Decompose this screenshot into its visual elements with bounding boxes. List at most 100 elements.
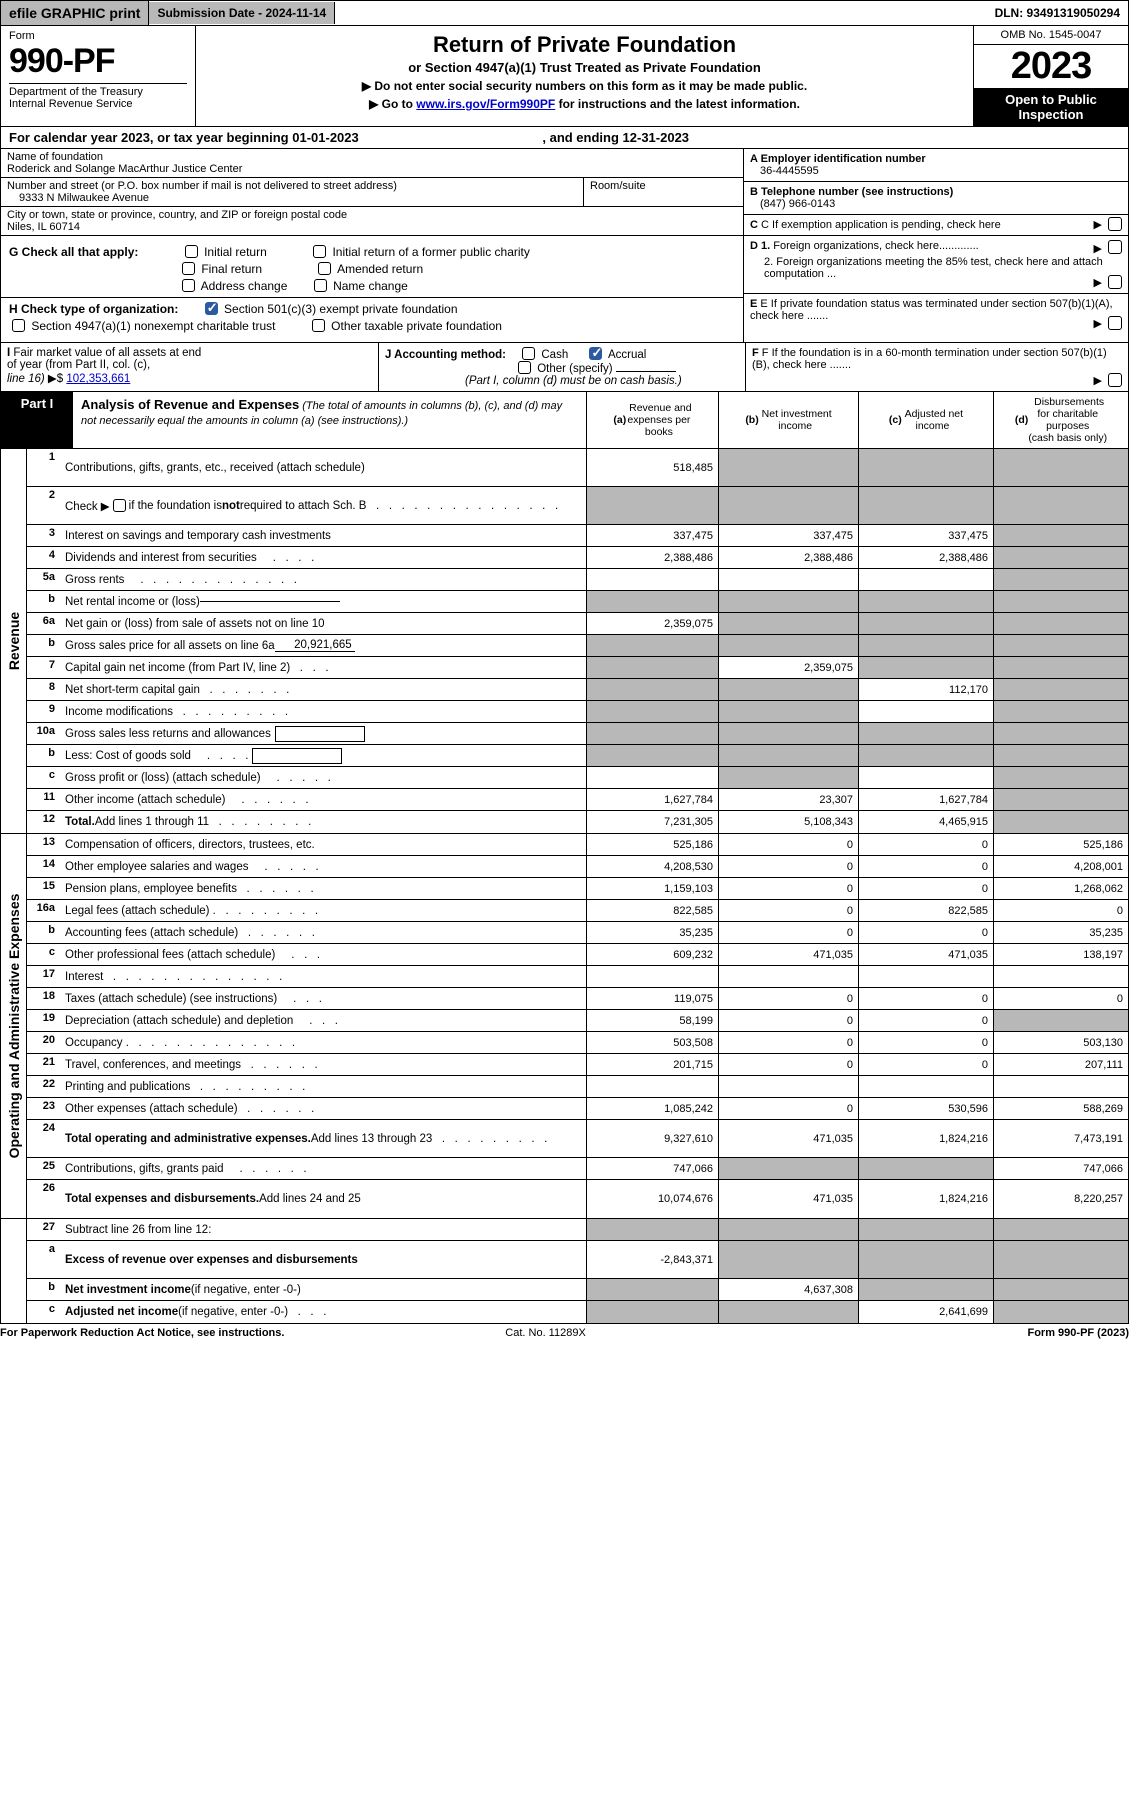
opt-amended: Amended return — [337, 262, 423, 276]
dept: Department of the TreasuryInternal Reven… — [9, 83, 187, 110]
section-g: G Check all that apply: Initial return I… — [0, 236, 1129, 343]
revenue-tab: Revenue — [1, 449, 27, 833]
exemption-checkbox[interactable] — [1108, 217, 1122, 231]
part1-header: Part I Analysis of Revenue and Expenses … — [0, 392, 1129, 449]
initial-former-checkbox[interactable] — [313, 245, 326, 258]
e-label: E If private foundation status was termi… — [750, 298, 1113, 322]
table-row: 11Other income (attach schedule) . . . .… — [27, 789, 1128, 811]
expenses-grid: Operating and Administrative Expenses 13… — [0, 834, 1129, 1219]
info-left: Name of foundation Roderick and Solange … — [1, 149, 743, 235]
other-taxable-checkbox[interactable] — [312, 319, 325, 332]
i-section: I Fair market value of all assets at end… — [1, 343, 379, 391]
submission-date: Submission Date - 2024-11-14 — [149, 2, 335, 24]
exemption-label: C If exemption application is pending, c… — [761, 219, 1001, 231]
other-method-checkbox[interactable] — [518, 361, 531, 374]
table-row: aExcess of revenue over expenses and dis… — [27, 1241, 1128, 1279]
addr-label: Number and street (or P.O. box number if… — [7, 180, 397, 192]
city-cell: City or town, state or province, country… — [1, 207, 743, 235]
table-row: 23Other expenses (attach schedule) . . .… — [27, 1098, 1128, 1120]
page-footer: For Paperwork Reduction Act Notice, see … — [0, 1324, 1129, 1342]
table-row: 15Pension plans, employee benefits . . .… — [27, 878, 1128, 900]
foundation-info: Name of foundation Roderick and Solange … — [0, 149, 1129, 236]
table-row: cOther professional fees (attach schedul… — [27, 944, 1128, 966]
e-checkbox[interactable] — [1108, 316, 1122, 330]
col-d-head: (d) Disbursementsfor charitablepurposes(… — [993, 392, 1128, 448]
table-row: 17Interest . . . . . . . . . . . . . . — [27, 966, 1128, 988]
col-a-head: (a) Revenue andexpenses perbooks — [586, 392, 718, 448]
e-section: E E If private foundation status was ter… — [744, 294, 1128, 334]
accrual-checkbox[interactable] — [589, 347, 602, 360]
line27-grid: 27Subtract line 26 from line 12: aExcess… — [0, 1219, 1129, 1324]
header-right: OMB No. 1545-0047 2023 Open to PublicIns… — [973, 26, 1128, 126]
schb-checkbox[interactable] — [113, 499, 126, 512]
phone-value: (847) 966-0143 — [750, 198, 835, 210]
gross-sales-value: 20,921,665 — [275, 639, 355, 652]
cash-checkbox[interactable] — [522, 347, 535, 360]
open-to-public: Open to PublicInspection — [974, 88, 1128, 126]
initial-return-checkbox[interactable] — [185, 245, 198, 258]
accrual-label: Accrual — [608, 349, 646, 361]
table-row: 26Total expenses and disbursements. Add … — [27, 1180, 1128, 1218]
cal-pre: For calendar year 2023, or tax year begi… — [9, 130, 292, 145]
instructions-link[interactable]: www.irs.gov/Form990PF — [416, 97, 555, 111]
amended-return-checkbox[interactable] — [318, 262, 331, 275]
gross-sales-box — [275, 726, 365, 742]
revenue-grid: Revenue 1Contributions, gifts, grants, e… — [0, 449, 1129, 834]
d1-checkbox[interactable] — [1108, 240, 1122, 254]
note-ssn: ▶ Do not enter social security numbers o… — [202, 79, 967, 93]
opt-4947: Section 4947(a)(1) nonexempt charitable … — [31, 319, 275, 333]
f-checkbox[interactable] — [1108, 373, 1122, 387]
final-return-checkbox[interactable] — [182, 262, 195, 275]
form-header: Form 990-PF Department of the TreasuryIn… — [0, 26, 1129, 127]
addr-cell: Number and street (or P.O. box number if… — [1, 178, 583, 207]
table-row: 3Interest on savings and temporary cash … — [27, 525, 1128, 547]
opt-final: Final return — [201, 262, 262, 276]
d2-checkbox[interactable] — [1108, 275, 1122, 289]
tax-year: 2023 — [974, 45, 1128, 88]
table-row: 14Other employee salaries and wages . . … — [27, 856, 1128, 878]
table-row: bNet rental income or (loss) — [27, 591, 1128, 613]
form-subtitle: or Section 4947(a)(1) Trust Treated as P… — [202, 60, 967, 75]
table-row: 8Net short-term capital gain . . . . . .… — [27, 679, 1128, 701]
table-row: cAdjusted net income (if negative, enter… — [27, 1301, 1128, 1323]
address-change-checkbox[interactable] — [182, 279, 195, 292]
header-left: Form 990-PF Department of the TreasuryIn… — [1, 26, 196, 126]
name-change-checkbox[interactable] — [314, 279, 327, 292]
table-row: bNet investment income (if negative, ent… — [27, 1279, 1128, 1301]
header-center: Return of Private Foundation or Section … — [196, 26, 973, 126]
table-row: 27Subtract line 26 from line 12: — [27, 1219, 1128, 1241]
j-note: (Part I, column (d) must be on cash basi… — [465, 375, 682, 387]
ein-section: A Employer identification number 36-4445… — [744, 149, 1128, 182]
f-section: F F If the foundation is in a 60-month t… — [745, 343, 1128, 391]
form-label: Form — [9, 30, 187, 42]
fmv-link[interactable]: 102,353,661 — [66, 373, 130, 385]
table-row: 16aLegal fees (attach schedule) . . . . … — [27, 900, 1128, 922]
note-goto-post: for instructions and the latest informat… — [555, 97, 800, 111]
501c3-checkbox[interactable] — [205, 302, 218, 315]
table-row: 22Printing and publications . . . . . . … — [27, 1076, 1128, 1098]
note-goto-pre: ▶ Go to — [369, 97, 416, 111]
g-right: D 1. Foreign organizations, check here..… — [743, 236, 1128, 342]
city-value: Niles, IL 60714 — [7, 221, 80, 233]
4947-checkbox[interactable] — [12, 319, 25, 332]
expenses-tab: Operating and Administrative Expenses — [1, 834, 27, 1218]
name-cell: Name of foundation Roderick and Solange … — [1, 149, 743, 178]
room-label: Room/suite — [590, 180, 646, 192]
street-address: 9333 N Milwaukee Avenue — [7, 192, 149, 204]
calendar-year-row: For calendar year 2023, or tax year begi… — [0, 127, 1129, 149]
table-row: cGross profit or (loss) (attach schedule… — [27, 767, 1128, 789]
blank-tab — [1, 1219, 27, 1323]
g-label: G Check all that apply: — [9, 245, 138, 259]
part-title-text: Analysis of Revenue and Expenses — [81, 397, 299, 412]
arrow-icon: ▶ — [1094, 276, 1102, 289]
room-cell: Room/suite — [583, 178, 743, 207]
efile-button[interactable]: efile GRAPHIC print — [1, 1, 149, 25]
table-row: 12Total. Add lines 1 through 11 . . . . … — [27, 811, 1128, 833]
arrow-icon: ▶ — [1094, 242, 1102, 255]
addr-row: Number and street (or P.O. box number if… — [1, 178, 743, 207]
table-row: 1Contributions, gifts, grants, etc., rec… — [27, 449, 1128, 487]
d-section: D 1. Foreign organizations, check here..… — [744, 236, 1128, 294]
part-title: Analysis of Revenue and Expenses (The to… — [73, 392, 586, 448]
table-row: 7Capital gain net income (from Part IV, … — [27, 657, 1128, 679]
table-row: bGross sales price for all assets on lin… — [27, 635, 1128, 657]
